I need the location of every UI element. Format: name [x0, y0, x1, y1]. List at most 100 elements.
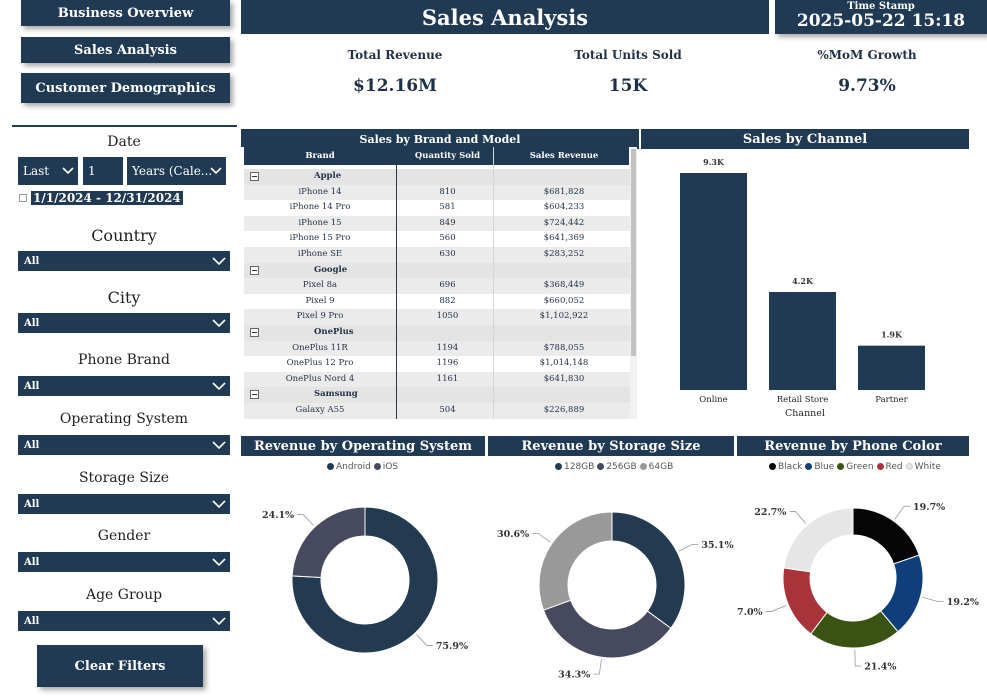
legend-label: Green — [846, 462, 874, 472]
donut-slice[interactable] — [291, 506, 439, 654]
chevron-down-icon — [212, 441, 226, 450]
bar-data-label: 4.2K — [792, 276, 814, 286]
column-header-revenue[interactable]: Sales Revenue — [529, 151, 599, 161]
table-cell-revenue: $641,369 — [543, 233, 585, 244]
donut-data-label: 22.7% — [754, 507, 786, 518]
legend-swatch — [639, 463, 647, 470]
clear-filters-button[interactable]: Clear Filters — [37, 645, 203, 687]
country-dropdown[interactable]: All — [18, 251, 230, 271]
legend-item[interactable]: 64GB — [639, 462, 674, 472]
table-cell-qty: 560 — [439, 233, 456, 244]
table-row[interactable]: iPhone SE 630 $283,252 — [244, 247, 630, 263]
table-row[interactable]: OnePlus Nord 4 1161 $641,830 — [244, 371, 630, 388]
legend-item[interactable]: 256GB — [597, 462, 637, 472]
table-cell-qty: 1194 — [436, 342, 459, 353]
storage-dropdown[interactable]: All — [18, 494, 230, 514]
gender-dropdown[interactable]: All — [18, 552, 230, 572]
storage-chart-legend: 128GB 256GB 64GB — [555, 462, 676, 472]
storage-chart-title: Revenue by Storage Size — [488, 436, 734, 456]
kpi-label: %MoM Growth — [817, 48, 917, 62]
donut-slice[interactable] — [852, 507, 920, 565]
legend-item[interactable]: Black — [769, 462, 802, 472]
date-count-value: 1 — [88, 164, 96, 178]
brand-model-table: Apple iPhone 14 810 $681,828 iPhone 14 Pro 58… — [241, 147, 637, 419]
legend-item[interactable]: Android — [327, 462, 371, 472]
city-dropdown[interactable]: All — [18, 313, 230, 333]
collapse-icon[interactable] — [250, 265, 259, 275]
table-row[interactable]: Pixel 9 Pro 1050 $1,102,922 — [244, 309, 630, 325]
table-row[interactable]: iPhone 15 Pro 560 $641,369 — [244, 231, 630, 247]
chevron-down-icon — [212, 558, 226, 567]
donut-slice[interactable] — [542, 599, 672, 659]
age-dropdown[interactable]: All — [18, 611, 230, 631]
legend-item[interactable]: Red — [876, 462, 903, 472]
kpi-value: 9.73% — [838, 76, 896, 96]
table-group-row[interactable]: Google — [244, 262, 630, 279]
table-row[interactable]: iPhone 15 849 $724,442 — [244, 215, 630, 232]
legend-item[interactable]: Blue — [805, 462, 834, 472]
donut-slice[interactable] — [783, 507, 854, 573]
os-chart-title: Revenue by Operating System — [241, 436, 485, 456]
chevron-down-icon — [212, 319, 226, 328]
country-dropdown-value: All — [24, 255, 40, 267]
collapse-icon[interactable] — [250, 390, 259, 400]
date-count-input[interactable]: 1 — [83, 157, 123, 185]
table-cell-brand: iPhone 14 Pro — [289, 202, 351, 213]
date-range-text[interactable]: 1/1/2024 - 12/31/2024 — [31, 191, 183, 205]
date-mode-select[interactable]: Last — [18, 157, 78, 185]
table-cell-brand: OnePlus Nord 4 — [285, 373, 355, 384]
table-row[interactable]: OnePlus 11R 1194 $788,055 — [244, 340, 630, 357]
kpi-value: 15K — [608, 76, 648, 96]
nav-sales-analysis-button[interactable]: Sales Analysis — [21, 37, 230, 63]
chevron-down-icon — [212, 500, 226, 509]
channel-bar[interactable] — [680, 173, 747, 390]
column-header-quantity[interactable]: Quantity Sold — [414, 151, 481, 161]
kpi-total-units: Total Units Sold 15K — [538, 48, 718, 96]
kpi-total-revenue: Total Revenue $12.16M — [305, 48, 485, 96]
donut-slice[interactable] — [291, 506, 366, 579]
nav-business-overview-button[interactable]: Business Overview — [21, 0, 230, 26]
table-cell-revenue: $1,102,922 — [539, 311, 589, 322]
legend-item[interactable]: White — [905, 462, 941, 472]
age-dropdown-value: All — [24, 615, 40, 627]
table-scrollbar-thumb[interactable] — [631, 149, 636, 356]
table-row[interactable]: Pixel 9 882 $660,052 — [244, 294, 630, 310]
column-header-brand[interactable]: Brand — [305, 151, 335, 161]
legend-label: 256GB — [606, 462, 637, 472]
date-unit-select[interactable]: Years (Cale... — [127, 157, 226, 185]
collapse-icon[interactable] — [250, 328, 259, 337]
table-group-row[interactable]: OnePlus — [244, 325, 630, 341]
donut-data-label: 34.3% — [558, 670, 590, 678]
table-group-row[interactable]: Apple — [244, 169, 630, 185]
leader-line — [894, 505, 911, 520]
table-group-row[interactable]: Samsung — [244, 387, 630, 403]
calendar-icon[interactable] — [19, 194, 27, 202]
table-row[interactable]: iPhone 14 Pro 581 $604,233 — [244, 200, 630, 216]
donut-slice[interactable] — [611, 511, 686, 629]
channel-bar[interactable] — [858, 345, 925, 390]
timestamp-value: 2025-05-22 15:18 — [796, 11, 966, 31]
table-row[interactable]: Galaxy A55 504 $226,889 — [244, 403, 630, 419]
donut-data-label: 21.4% — [864, 661, 896, 672]
legend-swatch — [905, 463, 913, 470]
os-dropdown[interactable]: All — [18, 435, 230, 455]
collapse-icon[interactable] — [250, 172, 259, 181]
leader-line — [765, 604, 787, 612]
brand-dropdown[interactable]: All — [18, 376, 230, 396]
table-cell-brand: Pixel 8a — [302, 280, 338, 291]
leader-line — [854, 649, 862, 667]
table-row[interactable]: Pixel 8a 696 $368,449 — [244, 278, 630, 294]
legend-swatch — [876, 463, 884, 470]
legend-item[interactable]: iOS — [373, 462, 398, 472]
donut-data-label: 75.9% — [436, 641, 468, 652]
donut-slice[interactable] — [538, 511, 613, 611]
gender-filter-label: Gender — [97, 528, 151, 544]
legend-item[interactable]: Green — [837, 462, 874, 472]
table-row[interactable]: OnePlus 12 Pro 1196 $1,014,148 — [244, 356, 630, 372]
nav-customer-demographics-button[interactable]: Customer Demographics — [21, 73, 230, 103]
legend-label: 64GB — [648, 462, 674, 472]
channel-bar[interactable] — [769, 292, 836, 390]
leader-line — [416, 634, 433, 646]
legend-item[interactable]: 128GB — [555, 462, 594, 472]
table-row[interactable]: iPhone 14 810 $681,828 — [244, 184, 630, 201]
